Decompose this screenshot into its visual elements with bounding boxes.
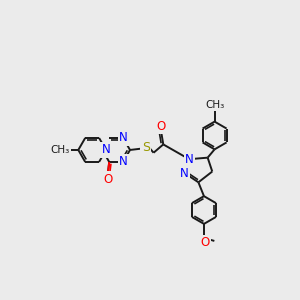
Text: O: O xyxy=(201,236,210,249)
Text: N: N xyxy=(185,153,194,166)
Text: N: N xyxy=(180,167,189,180)
Text: CH₃: CH₃ xyxy=(50,145,70,155)
Text: N: N xyxy=(102,143,110,157)
Text: CH₃: CH₃ xyxy=(205,100,224,110)
Text: O: O xyxy=(157,120,166,133)
Text: O: O xyxy=(103,172,112,186)
Text: S: S xyxy=(142,140,150,154)
Text: N: N xyxy=(119,131,128,145)
Text: N: N xyxy=(119,155,128,169)
